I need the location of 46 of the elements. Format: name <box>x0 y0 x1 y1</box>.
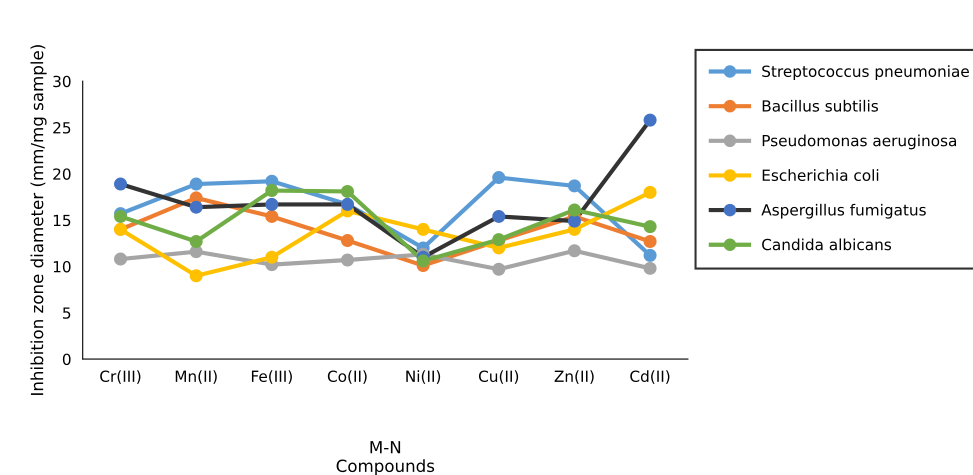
point <box>114 210 128 223</box>
x-tick-label: Co(II) <box>328 370 367 384</box>
x-tick-label: Mn(II) <box>176 370 217 384</box>
x-tick-label: Cu(II) <box>479 370 518 384</box>
legend-label: Escherichia coli <box>762 169 878 182</box>
point <box>114 252 128 266</box>
point <box>644 220 657 234</box>
point <box>340 184 354 198</box>
x-tick-label: Fe(III) <box>252 370 292 384</box>
x-tick-label: Cd(II) <box>630 370 670 384</box>
point <box>568 179 581 192</box>
point <box>340 234 354 248</box>
point <box>644 248 657 262</box>
point <box>568 203 581 216</box>
point <box>644 234 657 248</box>
y-tick-label: 0 <box>62 354 71 366</box>
legend-label: Aspergillus fumigatus <box>761 204 926 219</box>
point <box>190 269 203 282</box>
x-tick-label: Cr(III) <box>100 370 140 384</box>
point <box>190 234 203 248</box>
point <box>568 244 581 258</box>
point <box>416 254 430 268</box>
point <box>265 210 278 223</box>
legend-label: Streptococcus pneumoniae <box>762 65 969 80</box>
y-tick-label: 25 <box>53 122 70 134</box>
point <box>492 171 506 184</box>
x-axis-title: M-N Compounds <box>336 441 434 475</box>
point <box>340 253 354 266</box>
point <box>265 184 278 198</box>
point <box>492 262 506 276</box>
y-tick-label: 30 <box>53 76 71 88</box>
y-tick-label: 20 <box>53 168 71 180</box>
point <box>416 222 430 236</box>
legend-label: Pseudomonas aeruginosa <box>762 134 956 150</box>
y-tick-label: 15 <box>54 214 70 226</box>
point <box>644 186 657 199</box>
y-tick-label: 10 <box>54 260 71 272</box>
legend-label: Bacillus subtilis <box>762 100 878 112</box>
point <box>644 262 657 275</box>
x-tick-label: Ni(II) <box>406 370 440 384</box>
y-axis-title: Inhibition zone diameter (mm/mg sample) <box>30 45 47 395</box>
legend-label: Candida albicans <box>762 238 892 250</box>
point <box>265 250 278 264</box>
y-tick-label: 5 <box>63 307 70 319</box>
point <box>190 178 203 191</box>
x-tick-label: Zn(II) <box>554 370 594 384</box>
